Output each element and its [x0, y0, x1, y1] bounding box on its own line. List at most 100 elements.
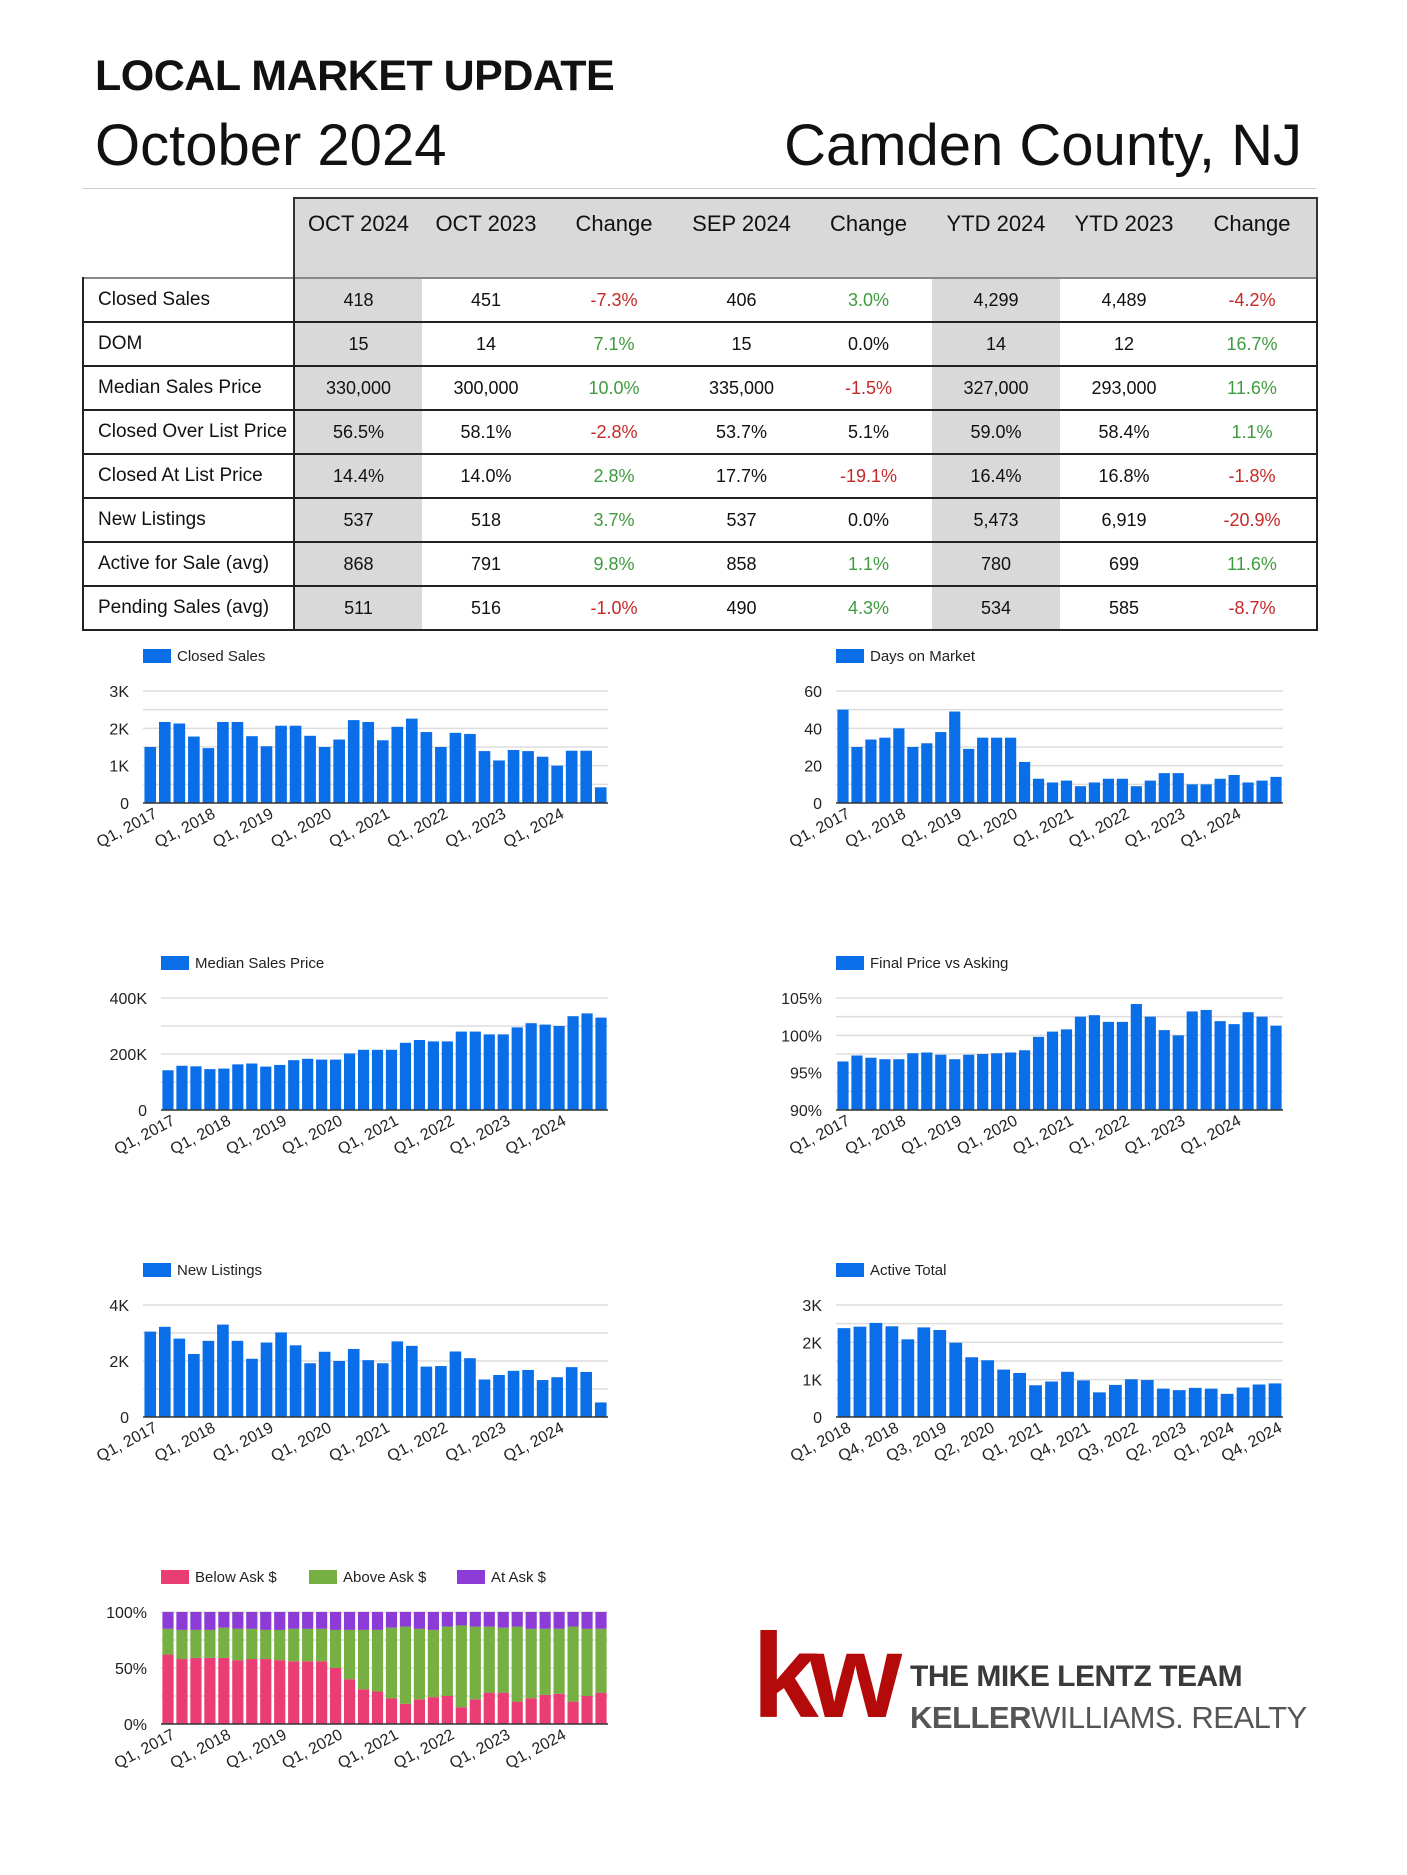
bar	[935, 732, 947, 803]
brokerage-name: KELLERWILLIAMS. REALTY	[910, 1700, 1307, 1736]
x-tick-label: Q1, 2024	[1178, 1112, 1244, 1158]
bar	[316, 1059, 328, 1110]
bar	[1124, 1379, 1138, 1417]
bar-segment	[399, 1703, 412, 1724]
bar-segment	[469, 1626, 481, 1700]
legend-label: Median Sales Price	[195, 955, 324, 972]
bar	[1088, 782, 1101, 803]
bar	[1220, 1393, 1234, 1417]
bar-segment	[357, 1629, 370, 1690]
bar	[455, 1031, 467, 1110]
y-tick-label: 2K	[109, 1354, 129, 1371]
bar-segment	[553, 1693, 565, 1724]
bar	[1270, 776, 1282, 803]
bar	[581, 1013, 593, 1110]
bar	[1074, 1016, 1087, 1110]
bar	[1046, 1031, 1059, 1110]
table-cell: 537	[678, 497, 805, 542]
bar	[1256, 1016, 1268, 1110]
bar	[399, 1042, 412, 1110]
bar	[921, 743, 933, 803]
table-row: Pending Sales (avg) 511 516 -1.0% 490 4.3% 534…	[82, 585, 1318, 631]
bar	[539, 1024, 551, 1110]
bar	[362, 1360, 375, 1417]
bar	[413, 1040, 426, 1110]
table-cell: 585	[1060, 585, 1188, 631]
table-cell: 15	[294, 321, 422, 366]
bar	[565, 750, 578, 803]
table-header-row: OCT 2024 OCT 2023 Change SEP 2024 Change…	[83, 197, 1318, 278]
table-cell: -7.3%	[550, 277, 678, 322]
bar	[1130, 1003, 1142, 1110]
bar	[385, 1049, 398, 1110]
bar-segment	[399, 1612, 412, 1627]
bar-segment	[469, 1699, 481, 1724]
bar	[173, 1338, 186, 1417]
row-label: Closed Over List Price	[82, 409, 295, 454]
bar	[1005, 737, 1017, 803]
table-cell: 16.7%	[1188, 321, 1318, 366]
bar	[1108, 1384, 1122, 1417]
bar-segment	[427, 1629, 439, 1698]
y-tick-label: 0%	[124, 1717, 147, 1734]
legend-label: Above Ask $	[343, 1569, 427, 1586]
bar	[217, 721, 229, 803]
table-cell: 791	[422, 541, 550, 586]
bar-segment	[525, 1698, 537, 1724]
x-tick-label: Q1, 2022	[391, 1726, 457, 1772]
bar	[1045, 1381, 1058, 1417]
bar-segment	[302, 1612, 314, 1629]
bar	[565, 1367, 578, 1417]
bar-segment	[218, 1612, 230, 1628]
table-cell: 858	[678, 541, 805, 586]
bar-segment	[302, 1661, 314, 1724]
bar-segment	[553, 1612, 565, 1629]
table-cell: 5.1%	[805, 409, 932, 454]
bar-segment	[441, 1626, 453, 1696]
bar	[1158, 1030, 1170, 1110]
bar	[949, 1342, 963, 1417]
bar	[837, 1328, 851, 1417]
bar	[507, 1370, 520, 1417]
bar-segment	[343, 1629, 356, 1680]
bar-segment	[497, 1692, 509, 1724]
y-tick-label: 4K	[109, 1298, 129, 1315]
bar	[865, 739, 877, 803]
bar	[158, 721, 171, 803]
bar	[837, 1061, 849, 1110]
bar-segment	[218, 1627, 230, 1658]
table-cell: 6,919	[1060, 497, 1188, 542]
bar	[406, 1345, 418, 1417]
x-tick-label: Q1, 2018	[843, 1112, 909, 1158]
table-cell: 3.0%	[805, 277, 932, 322]
y-tick-label: 1K	[109, 759, 129, 776]
row-label: Pending Sales (avg)	[82, 585, 295, 631]
table-cell: 4,299	[932, 277, 1060, 322]
bar	[837, 709, 849, 803]
bar-segment	[539, 1694, 551, 1724]
y-tick-label: 40	[804, 721, 822, 738]
bar	[1018, 761, 1031, 803]
table-cell: 2.8%	[550, 453, 678, 498]
bar	[536, 1380, 549, 1417]
bar-segment	[497, 1612, 509, 1628]
final-price-vs-asking-chart: Final Price vs Asking 90% 95% 100% 105% Q1, 2…	[781, 955, 1283, 1158]
bar	[406, 718, 418, 803]
table-cell: 330,000	[294, 365, 422, 410]
y-tick-label: 0	[120, 1410, 129, 1427]
bar	[188, 736, 200, 803]
table-cell: 1.1%	[1188, 409, 1318, 454]
brand-realty: REALTY	[1183, 1700, 1307, 1735]
table-row: New Listings 537 518 3.7% 537 0.0% 5,473 6,919-…	[82, 497, 1318, 542]
legend-swatch	[836, 649, 864, 663]
bar	[1140, 1380, 1154, 1417]
bar-segment	[343, 1679, 356, 1724]
bar	[1236, 1387, 1250, 1417]
bar	[144, 747, 157, 803]
x-tick-label: Q1, 2022	[1066, 805, 1132, 851]
bar-segment	[595, 1612, 607, 1629]
bar-segment	[176, 1612, 188, 1630]
bar	[318, 1351, 331, 1417]
bar-segment	[483, 1692, 495, 1724]
bar-segment	[190, 1629, 202, 1658]
